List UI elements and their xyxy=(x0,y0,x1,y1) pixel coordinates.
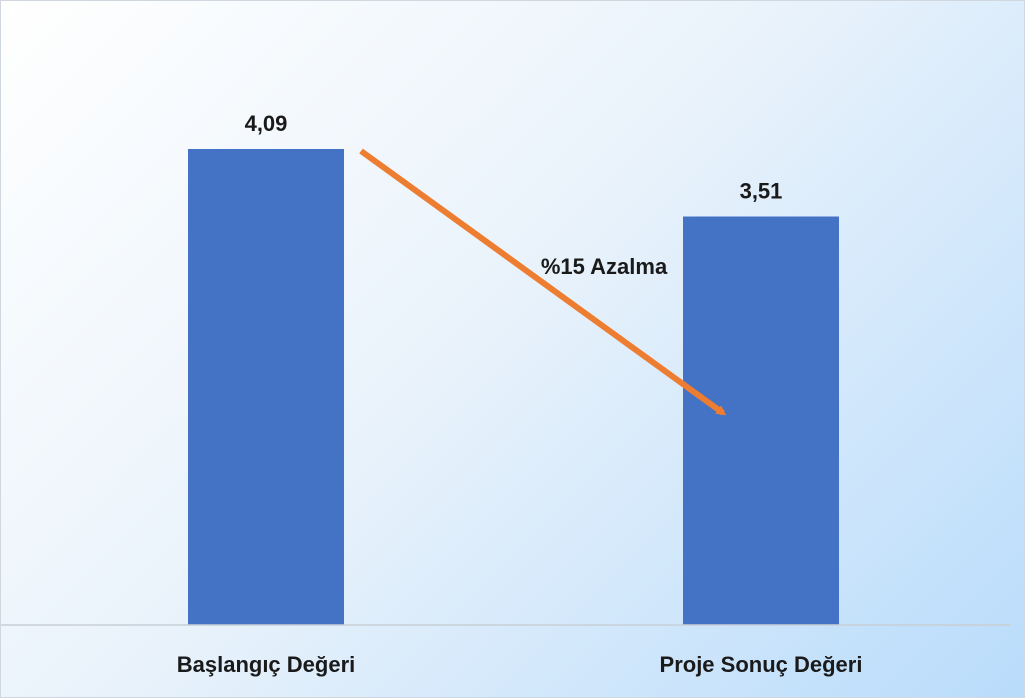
category-label-2: Proje Sonuç Değeri xyxy=(660,652,863,677)
bar-1 xyxy=(188,149,344,625)
decrease-annotation: %15 Azalma xyxy=(541,254,668,279)
data-label-2: 3,51 xyxy=(740,179,783,204)
decrease-arrow xyxy=(359,148,727,416)
bar-2 xyxy=(683,216,839,625)
category-label-1: Başlangıç Değeri xyxy=(177,652,356,677)
data-label-1: 4,09 xyxy=(245,111,288,136)
